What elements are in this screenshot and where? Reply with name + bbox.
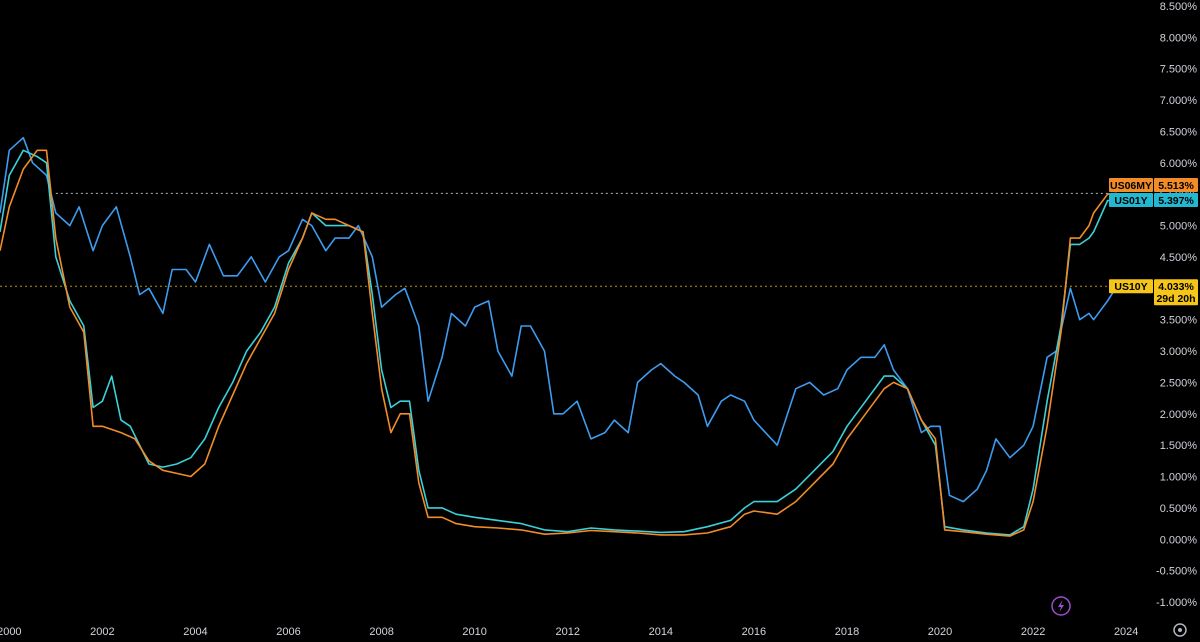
series-line-us01y[interactable] — [0, 149, 1117, 536]
y-tick-label: 2.500% — [1160, 377, 1198, 389]
series-line-us06my[interactable] — [0, 149, 1117, 537]
y-tick-label: 7.000% — [1160, 95, 1198, 107]
series-name-label: US10Y — [1114, 281, 1147, 293]
x-axis[interactable]: 2000 2002 2004 2006 2008 2010 2012 2014 2016 2018… — [0, 626, 1138, 638]
y-tick-label: 3.000% — [1160, 346, 1198, 358]
x-tick-label: 2018 — [835, 626, 859, 638]
y-tick-label: 1.000% — [1160, 472, 1198, 484]
y-tick-label: 3.500% — [1160, 315, 1198, 327]
last-value-label: 4.033% — [1158, 281, 1194, 293]
x-tick-label: 2000 — [0, 626, 22, 638]
y-tick-label: -1.000% — [1156, 597, 1197, 609]
x-tick-label: 2006 — [276, 626, 300, 638]
y-tick-label: 0.000% — [1160, 534, 1198, 546]
y-tick-label: 8.500% — [1160, 1, 1198, 13]
lightning-icon[interactable] — [1051, 596, 1071, 616]
y-tick-label: 6.500% — [1160, 126, 1198, 138]
price-tag-us06my: US06MY 5.513% — [1109, 178, 1198, 192]
series-name-label: US01Y — [1114, 195, 1147, 207]
x-tick-label: 2022 — [1021, 626, 1045, 638]
price-tag-us10y: US10Y 4.033%29d 20h — [1109, 279, 1198, 306]
x-tick-label: 2004 — [183, 626, 207, 638]
x-tick-label: 2024 — [1114, 626, 1138, 638]
last-value-label: 5.397% — [1158, 195, 1194, 207]
price-tags: US06MY 5.513% US01Y 5.397% US10Y 4.033%29d 20… — [1109, 178, 1198, 306]
y-tick-label: 4.500% — [1160, 252, 1198, 264]
x-tick-label: 2020 — [928, 626, 952, 638]
y-tick-label: 1.500% — [1160, 440, 1198, 452]
y-tick-label: 0.500% — [1160, 503, 1198, 515]
y-tick-label: 7.500% — [1160, 64, 1198, 76]
x-tick-label: 2012 — [556, 626, 580, 638]
y-tick-label: 5.000% — [1160, 221, 1198, 233]
x-tick-label: 2016 — [742, 626, 766, 638]
last-value-label: 5.513% — [1158, 180, 1194, 192]
x-tick-label: 2008 — [369, 626, 393, 638]
series-lines[interactable] — [0, 136, 1118, 537]
series-name-label: US06MY — [1110, 180, 1152, 192]
y-tick-label: 8.000% — [1160, 32, 1198, 44]
x-tick-label: 2002 — [90, 626, 114, 638]
y-tick-label: 6.000% — [1160, 158, 1198, 170]
countdown-label: 29d 20h — [1156, 293, 1195, 305]
price-tag-us01y: US01Y 5.397% — [1109, 193, 1198, 207]
x-tick-label: 2010 — [462, 626, 486, 638]
x-tick-label: 2014 — [649, 626, 673, 638]
gear-icon[interactable] — [1173, 623, 1187, 637]
y-tick-label: -0.500% — [1156, 566, 1197, 578]
y-tick-label: 2.000% — [1160, 409, 1198, 421]
series-line-us10y[interactable] — [0, 136, 1118, 503]
